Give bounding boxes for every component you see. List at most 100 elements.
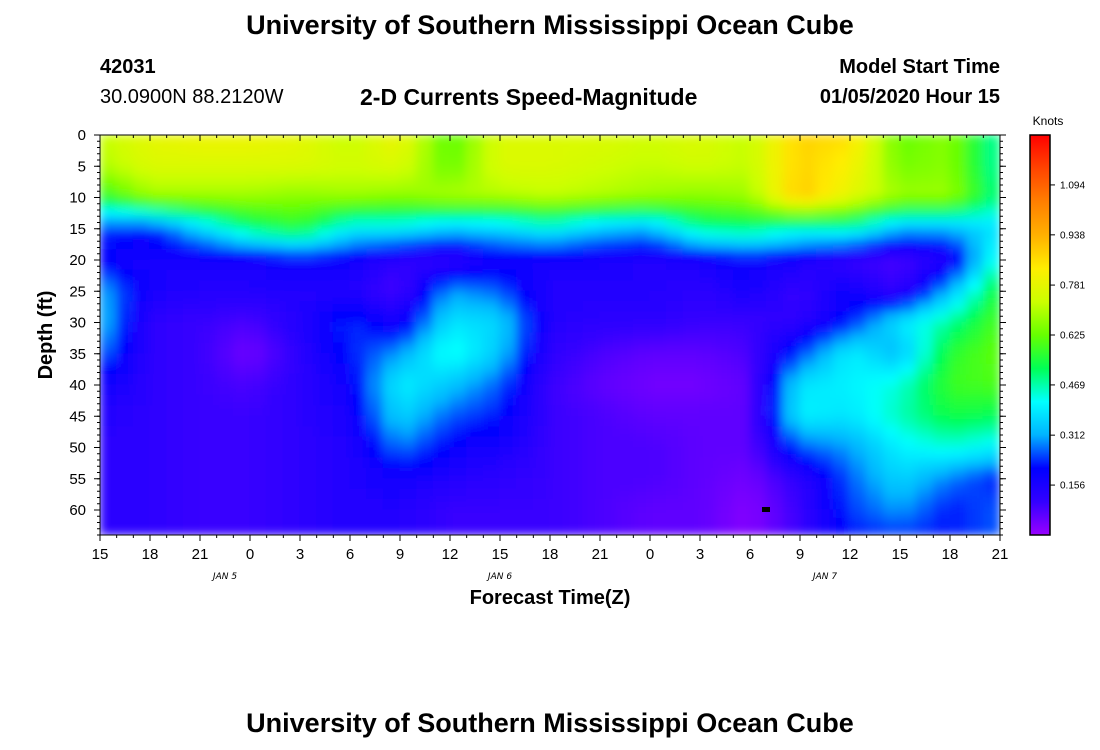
heatmap-cell [882,228,901,240]
heatmap-cell [432,176,451,188]
heatmap-cell [699,405,718,417]
heatmap-cell [582,186,601,199]
heatmap-cell [532,488,551,501]
heatmap-cell [100,248,118,261]
heatmap-cell [216,446,234,459]
heatmap-cell [316,280,334,292]
heatmap-cell [732,196,751,209]
heatmap-cell [899,426,918,438]
heatmap-cell [216,517,234,528]
heatmap-cell [432,321,451,334]
heatmap-cell [499,311,518,324]
heatmap-cell [982,269,1000,282]
heatmap-cell [732,467,751,480]
heatmap-cell [399,186,418,199]
heatmap-cell [782,446,801,459]
heatmap-cell [132,457,151,469]
heatmap-cell [966,405,984,417]
heatmap-cell [782,248,801,261]
heatmap-cell [132,207,151,219]
heatmap-cell [132,228,151,240]
heatmap-cell [816,217,834,230]
heatmap-cell [966,509,984,519]
heatmap-cell [566,415,584,428]
heatmap-cell [166,155,184,167]
heatmap-cell [282,498,301,511]
heatmap-cell [100,384,118,397]
heatmap-cell [932,332,951,344]
heatmap-cell [132,155,151,167]
heatmap-cell [816,353,834,365]
heatmap-cell [949,332,968,344]
x-tick-label: 18 [542,546,559,563]
heatmap-cell [266,228,284,240]
heatmap-cell [532,436,551,449]
heatmap-cell [232,457,251,469]
heatmap-cell [349,207,368,219]
heatmap-cell [132,280,151,292]
heatmap-cell [116,363,134,376]
heatmap-cell [182,311,201,324]
heatmap-cell [716,363,734,376]
heatmap-cell [382,135,401,147]
heatmap-cell [716,436,734,449]
heatmap-cell [682,363,701,376]
y-tick-label: 20 [69,252,86,269]
heatmap-cell [616,373,634,386]
heatmap-cell [982,228,1000,240]
heatmap-cell [849,176,868,188]
heatmap-cell [249,144,268,157]
heatmap-cell [699,290,718,303]
heatmap-cell [682,353,701,365]
heatmap-cell [482,436,501,449]
heatmap-cell [649,155,668,167]
heatmap-cell [782,290,801,303]
heatmap-cell [199,207,218,219]
heatmap-cell [432,373,451,386]
heatmap-cell [516,280,534,292]
heatmap-cell [366,238,384,251]
heatmap-cell [782,405,801,417]
heatmap-cell [682,301,701,313]
heatmap-cell [566,353,584,365]
heatmap-cell [666,144,684,157]
heatmap-cell [916,509,934,519]
heatmap-cell [699,342,718,355]
heatmap-cell [132,165,151,178]
heatmap-cell [682,384,701,397]
heatmap-cell [949,248,968,261]
heatmap-cell [182,394,201,407]
heatmap-cell [582,228,601,240]
colorbar-tick-label: 0.312 [1060,431,1085,442]
heatmap-cell [816,363,834,376]
heatmap-cell [582,155,601,167]
colorbar-tick-label: 0.156 [1060,481,1085,492]
heatmap-cell [682,426,701,438]
heatmap-cell [949,259,968,272]
heatmap-cell [332,155,351,167]
heatmap-cell [582,446,601,459]
heatmap-cell [916,517,934,528]
heatmap-cell [982,301,1000,313]
heatmap-cell [682,436,701,449]
heatmap-cell [232,259,251,272]
heatmap-cell [100,517,118,528]
heatmap-cell [666,467,684,480]
heatmap-cell [582,517,601,528]
heatmap-cell [266,373,284,386]
heatmap-cell [949,384,968,397]
heatmap-cell [100,478,118,490]
heatmap-cell [316,436,334,449]
heatmap-cell [266,248,284,261]
heatmap-cell [699,269,718,282]
heatmap-cell [666,290,684,303]
heatmap-cell [100,144,118,157]
heatmap-cell [449,321,468,334]
heatmap-cell [932,478,951,490]
heatmap-cell [949,165,968,178]
heatmap-cell [266,415,284,428]
heatmap-cell [666,176,684,188]
heatmap-cell [299,415,318,428]
heatmap-cell [349,196,368,209]
heatmap-cell [916,207,934,219]
